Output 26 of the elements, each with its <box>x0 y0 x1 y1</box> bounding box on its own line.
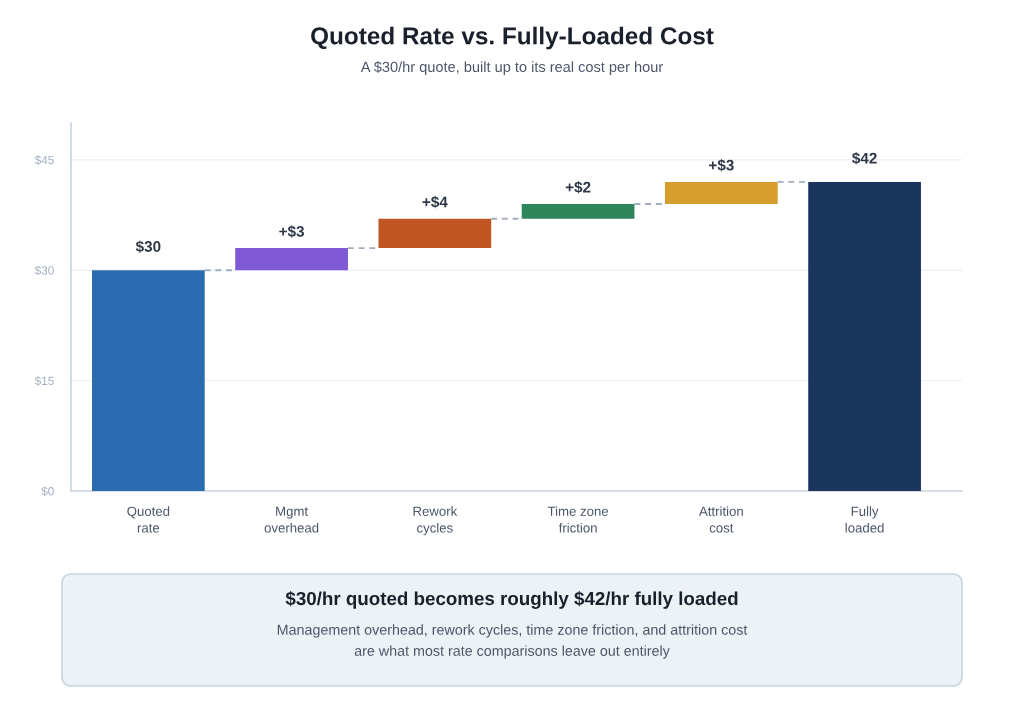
chart-title: Quoted Rate vs. Fully-Loaded Cost <box>311 26 714 50</box>
text: $30/hr quoted becomes roughly $42/hr fully loaded <box>285 591 738 609</box>
data-label: $42 <box>852 152 877 165</box>
text: Management overhead, rework cycles, time zone friction, and attrition cost are what most rate comparisons leave out entirely <box>277 624 748 659</box>
data-label: +$2 <box>565 181 591 194</box>
x-tick-label: Rework cycles <box>413 506 458 536</box>
data-label: $30 <box>135 240 161 253</box>
x-tick-label: Fully loaded <box>845 506 884 533</box>
bar <box>808 181 921 491</box>
chart-subtitle: A $30/hr quote, built up to its real cost per hour <box>360 61 663 75</box>
bar <box>664 181 778 204</box>
y-tick-label: $45 <box>34 155 54 165</box>
data-label: +$3 <box>279 225 305 238</box>
bar <box>91 270 205 491</box>
x-tick-label: Mgmt overhead <box>264 506 319 533</box>
data-label: +$4 <box>422 195 448 209</box>
y-tick-label: $15 <box>34 376 54 386</box>
bar <box>235 248 348 271</box>
x-tick-label: Attrition cost <box>699 506 743 533</box>
data-label: +$3 <box>709 159 734 172</box>
bar <box>378 218 492 249</box>
y-tick-label: $30 <box>34 265 54 276</box>
x-tick-label: Quoted rate <box>127 506 170 533</box>
bar <box>521 203 635 219</box>
y-tick-label: $0 <box>41 486 54 497</box>
x-tick-label: Time zone friction <box>547 506 609 533</box>
